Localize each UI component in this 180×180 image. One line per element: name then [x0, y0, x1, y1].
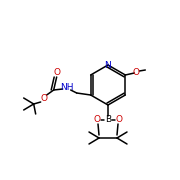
Text: O: O	[93, 116, 100, 125]
Text: O: O	[116, 116, 123, 125]
Text: O: O	[133, 68, 140, 76]
Text: NH: NH	[60, 82, 73, 91]
Text: N: N	[105, 60, 111, 69]
Text: B: B	[105, 116, 111, 125]
Text: O: O	[40, 93, 47, 102]
Text: O: O	[53, 68, 60, 76]
